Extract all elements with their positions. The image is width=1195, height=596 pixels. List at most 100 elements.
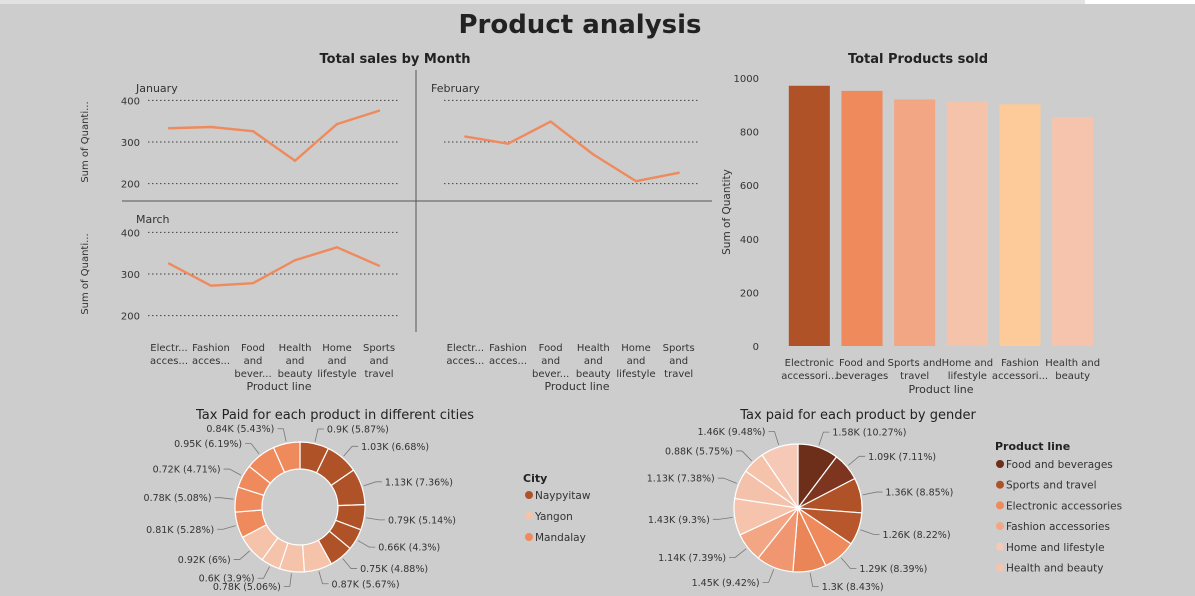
bar-5 bbox=[1052, 117, 1094, 347]
legend-marker-1 bbox=[525, 512, 533, 520]
bar-1 bbox=[841, 90, 883, 346]
y-tick-label: 300 bbox=[121, 270, 140, 281]
leader-line-9 bbox=[233, 550, 250, 560]
leader-line-7 bbox=[283, 573, 292, 587]
slice-11 bbox=[761, 443, 799, 510]
data-label-3: 0.79K (5.14%) bbox=[388, 515, 456, 526]
x-tick-label: Electr... acces... bbox=[150, 343, 188, 367]
leader-line-1 bbox=[848, 455, 866, 466]
x-tick-label: Health and beauty bbox=[576, 343, 611, 380]
leader-line-7 bbox=[729, 548, 747, 558]
chart-title: Total sales by Month bbox=[320, 52, 471, 67]
data-label-2: 1.36K (8.85%) bbox=[885, 488, 953, 499]
legend-item-2: Electronic accessories bbox=[1006, 500, 1122, 512]
data-label-8: 0.6K (3.9%) bbox=[199, 574, 255, 585]
data-label-2: 1.13K (7.36%) bbox=[385, 477, 453, 488]
legend-item-1: Sports and travel bbox=[1006, 480, 1097, 492]
leader-line-6 bbox=[318, 571, 329, 585]
x-tick-label: Home and lifestyle bbox=[317, 343, 356, 380]
legend-marker-3 bbox=[996, 522, 1004, 531]
data-point-january-2 bbox=[251, 129, 255, 133]
slice-14 bbox=[272, 441, 301, 474]
page-title: Product analysis bbox=[458, 10, 702, 40]
total-products-sold-chart[interactable]: Total Products sold 0 200 400 600 800 1000 Sum … bbox=[715, 46, 1125, 400]
data-label-8: 1.43K (9.3%) bbox=[648, 515, 710, 526]
leader-line-13 bbox=[245, 443, 260, 455]
data-label-1: 1.03K (6.68%) bbox=[361, 442, 429, 453]
series-line-march bbox=[168, 246, 380, 287]
data-label-3: 1.26K (8.22%) bbox=[883, 530, 951, 541]
leader-line-8 bbox=[257, 566, 270, 579]
data-point-february-4 bbox=[634, 179, 638, 183]
x-tick-label: Food and beverages bbox=[836, 358, 889, 382]
x-tick-label: Electr... acces... bbox=[446, 343, 484, 367]
x-tick-label: Electronic accessori... bbox=[781, 358, 837, 382]
data-point-march-3 bbox=[293, 259, 297, 262]
leader-line-3 bbox=[366, 517, 385, 521]
data-label-9: 1.13K (7.38%) bbox=[647, 474, 715, 485]
y-axis-title-1: Sum of Quanti... bbox=[80, 233, 91, 314]
leader-line-10 bbox=[217, 525, 236, 530]
data-point-february-1 bbox=[506, 142, 510, 145]
leader-line-6 bbox=[762, 569, 775, 583]
data-label-11: 0.78K (5.08%) bbox=[144, 493, 212, 504]
leader-line-12 bbox=[223, 468, 242, 476]
leader-line-0 bbox=[314, 428, 324, 442]
x-tick-label: Sports and travel bbox=[663, 343, 695, 380]
data-point-january-1 bbox=[209, 125, 213, 129]
legend-item-0: Naypyitaw bbox=[535, 490, 591, 502]
leader-line-5 bbox=[342, 558, 358, 569]
total-sales-by-month-chart[interactable]: Total sales by Month January 200 300 400 Febr… bbox=[70, 46, 720, 396]
leader-line-2 bbox=[363, 481, 382, 487]
y-tick-label: 200 bbox=[121, 312, 140, 323]
legend-title: Product line bbox=[995, 440, 1070, 453]
data-point-february-5 bbox=[677, 171, 680, 175]
legend-item-1: Yangon bbox=[534, 511, 573, 523]
data-label-0: 1.58K (10.27%) bbox=[832, 428, 906, 439]
bar-3 bbox=[946, 101, 988, 346]
data-label-11: 1.46K (9.48%) bbox=[698, 427, 766, 438]
y-tick-label: 400 bbox=[121, 228, 140, 239]
x-tick-label: Health and beauty bbox=[278, 343, 313, 380]
x-tick-label: Sports and travel bbox=[363, 343, 395, 380]
data-point-february-0 bbox=[464, 135, 467, 138]
chart-title: Tax paid for each product by gender bbox=[739, 408, 976, 423]
data-label-12: 0.72K (4.71%) bbox=[153, 465, 221, 476]
y-tick-label: 200 bbox=[121, 180, 140, 191]
data-point-january-5 bbox=[377, 109, 381, 112]
data-label-7: 1.14K (7.39%) bbox=[658, 553, 726, 564]
y-tick-label: 0 bbox=[753, 342, 759, 353]
x-tick-label: Home and lifestyle bbox=[942, 358, 994, 382]
legend-item-3: Fashion accessories bbox=[1006, 521, 1110, 533]
data-label-0: 0.9K (5.87%) bbox=[327, 425, 389, 436]
data-label-10: 0.81K (5.28%) bbox=[146, 525, 214, 536]
tax-by-gender-chart[interactable]: Tax paid for each product by gender 1.58K… bbox=[640, 402, 1140, 594]
data-point-february-3 bbox=[592, 153, 595, 156]
x-tick-label: Fashion acces... bbox=[489, 343, 527, 367]
leader-line-1 bbox=[343, 445, 359, 457]
x-axis-title: Product line bbox=[908, 383, 973, 396]
data-label-1: 1.09K (7.11%) bbox=[868, 452, 936, 463]
x-tick-label: Health and beauty bbox=[1045, 358, 1100, 382]
legend-marker-2 bbox=[996, 501, 1004, 510]
legend-marker-4 bbox=[996, 542, 1004, 551]
legend-marker-1 bbox=[996, 480, 1004, 489]
legend-marker-0 bbox=[996, 460, 1004, 468]
top-bar bbox=[0, 0, 1195, 4]
data-point-march-5 bbox=[377, 264, 381, 267]
y-axis-title: Sum of Quantity bbox=[721, 169, 733, 255]
legend-marker-5 bbox=[996, 563, 1004, 572]
data-point-march-4 bbox=[335, 246, 339, 249]
panel-label-march: March bbox=[136, 213, 170, 226]
tax-by-city-chart[interactable]: Tax Paid for each product in different c… bbox=[140, 402, 610, 594]
bar-0 bbox=[788, 85, 830, 346]
y-axis-title-0: Sum of Quanti... bbox=[80, 101, 91, 182]
data-point-january-0 bbox=[167, 127, 171, 130]
leader-line-10 bbox=[735, 450, 753, 462]
data-point-january-4 bbox=[335, 122, 339, 126]
leader-line-11 bbox=[214, 497, 234, 500]
y-tick-label: 1000 bbox=[734, 74, 759, 85]
leader-line-11 bbox=[768, 431, 780, 446]
leader-line-3 bbox=[860, 529, 880, 535]
